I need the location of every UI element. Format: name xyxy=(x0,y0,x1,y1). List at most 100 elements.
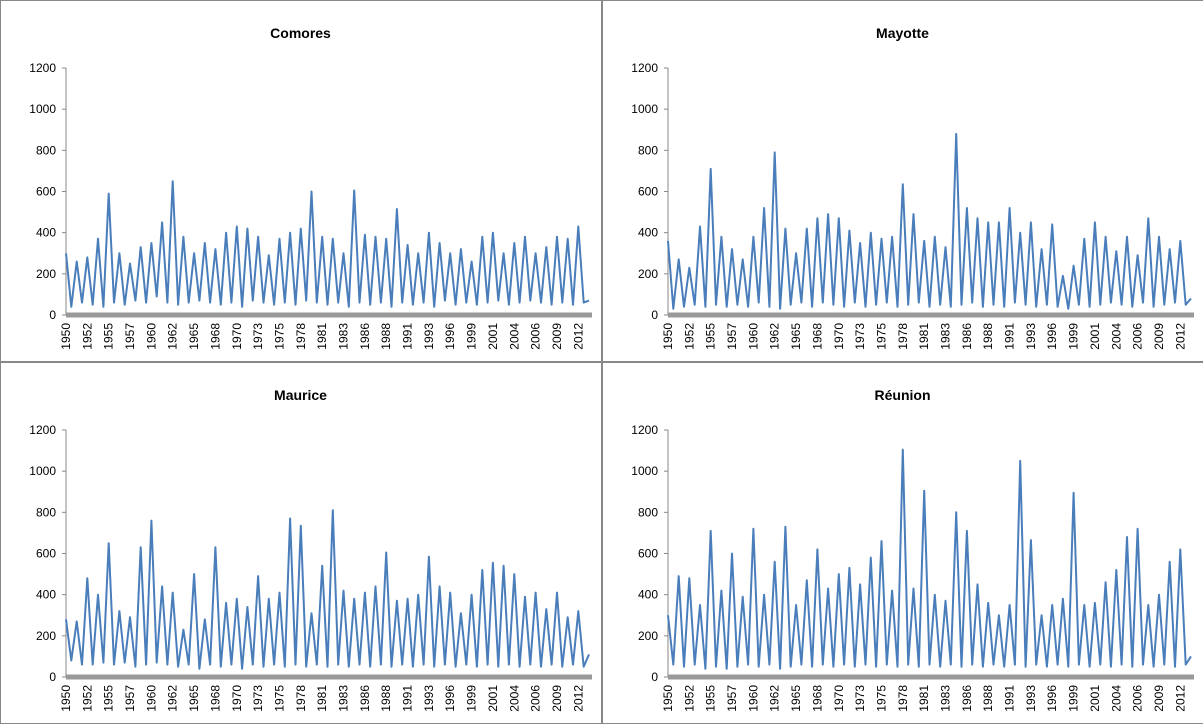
x-tick-label: 1986 xyxy=(960,685,974,712)
y-tick-label: 200 xyxy=(36,629,56,643)
x-tick-label: 1991 xyxy=(401,685,415,712)
x-tick-label: 1970 xyxy=(230,685,244,712)
chart-title: Maurice xyxy=(274,387,327,403)
x-tick-label: 1952 xyxy=(682,685,696,712)
y-tick-label: 600 xyxy=(638,547,658,561)
y-tick-label: 1000 xyxy=(29,102,56,116)
x-tick-label: 1957 xyxy=(725,685,739,712)
x-tick-label: 1975 xyxy=(874,685,888,712)
data-line xyxy=(667,132,1192,310)
x-tick-label: 1988 xyxy=(379,323,393,350)
y-tick-label: 200 xyxy=(638,629,658,643)
x-tick-label: 2012 xyxy=(571,323,585,350)
x-tick-label: 1965 xyxy=(187,685,201,712)
x-tick-label: 2006 xyxy=(1131,685,1145,712)
x-tick-label: 1991 xyxy=(401,323,415,350)
y-tick-label: 1200 xyxy=(29,423,56,437)
x-tick-label: 1970 xyxy=(832,323,846,350)
x-tick-label: 1950 xyxy=(59,685,73,712)
y-tick-label: 400 xyxy=(638,588,658,602)
x-tick-label: 1986 xyxy=(358,323,372,350)
x-tick-label: 1952 xyxy=(682,323,696,350)
x-tick-label: 1986 xyxy=(358,685,372,712)
x-tick-label: 1970 xyxy=(832,685,846,712)
y-tick-label: 200 xyxy=(638,267,658,281)
y-tick-label: 600 xyxy=(36,547,56,561)
chart-panel: Maurice 0 200 400 600 800 1000 1200 1950 1952 1955… xyxy=(0,362,602,724)
y-tick-label: 400 xyxy=(36,226,56,240)
y-tick-label: 0 xyxy=(49,670,56,684)
x-tick-label: 1955 xyxy=(704,685,718,712)
x-tick-label: 1975 xyxy=(874,323,888,350)
x-tick-label: 1999 xyxy=(1067,323,1081,350)
x-tick-label: 1983 xyxy=(337,685,351,712)
x-tick-label: 1950 xyxy=(59,323,73,350)
x-tick-label: 1973 xyxy=(853,685,867,712)
data-line xyxy=(65,180,590,308)
y-tick-label: 0 xyxy=(651,670,658,684)
x-tick-label: 2001 xyxy=(486,323,500,350)
y-tick-label: 1200 xyxy=(631,423,658,437)
x-tick-label: 1962 xyxy=(166,685,180,712)
x-tick-label: 2012 xyxy=(1173,323,1187,350)
x-tick-label: 1981 xyxy=(315,685,329,712)
y-tick-label: 0 xyxy=(49,308,56,322)
y-tick-label: 1200 xyxy=(631,61,658,75)
x-tick-label: 1981 xyxy=(917,323,931,350)
panel-border xyxy=(602,362,1203,724)
y-tick-label: 0 xyxy=(651,308,658,322)
y-tick-label: 800 xyxy=(638,505,658,519)
x-tick-label: 2012 xyxy=(571,685,585,712)
x-tick-label: 2009 xyxy=(550,685,564,712)
y-tick-label: 800 xyxy=(36,143,56,157)
x-tick-label: 2001 xyxy=(1088,323,1102,350)
x-tick-label: 1965 xyxy=(789,685,803,712)
x-tick-label: 2004 xyxy=(507,323,521,350)
x-tick-label: 1999 xyxy=(465,685,479,712)
x-tick-label: 2009 xyxy=(1152,323,1166,350)
x-tick-label: 1955 xyxy=(102,685,116,712)
y-tick-label: 400 xyxy=(36,588,56,602)
x-tick-label: 1988 xyxy=(379,685,393,712)
x-tick-label: 1993 xyxy=(422,323,436,350)
x-tick-label: 1983 xyxy=(939,323,953,350)
x-tick-label: 1993 xyxy=(422,685,436,712)
x-tick-label: 1973 xyxy=(251,685,265,712)
x-tick-label: 1996 xyxy=(443,323,457,350)
x-tick-label: 1973 xyxy=(251,323,265,350)
x-tick-label: 1955 xyxy=(704,323,718,350)
data-line xyxy=(65,509,590,670)
x-tick-label: 1957 xyxy=(123,323,137,350)
y-tick-label: 1200 xyxy=(29,61,56,75)
chart-title: Réunion xyxy=(875,387,931,403)
y-tick-label: 800 xyxy=(36,505,56,519)
x-tick-label: 1996 xyxy=(1045,323,1059,350)
x-tick-label: 2001 xyxy=(1088,685,1102,712)
x-tick-label: 1978 xyxy=(294,685,308,712)
x-tick-label: 1996 xyxy=(1045,685,1059,712)
x-tick-label: 2001 xyxy=(486,685,500,712)
x-tick-label: 1991 xyxy=(1003,685,1017,712)
x-tick-label: 2009 xyxy=(550,323,564,350)
x-tick-label: 1988 xyxy=(981,323,995,350)
x-tick-label: 2004 xyxy=(1109,685,1123,712)
x-tick-label: 1988 xyxy=(981,685,995,712)
x-tick-label: 1955 xyxy=(102,323,116,350)
x-tick-label: 2006 xyxy=(529,323,543,350)
x-tick-label: 1999 xyxy=(465,323,479,350)
x-tick-label: 1968 xyxy=(810,323,824,350)
x-tick-label: 1960 xyxy=(746,685,760,712)
x-tick-label: 1983 xyxy=(337,323,351,350)
x-tick-label: 1978 xyxy=(896,685,910,712)
panel-border xyxy=(0,0,602,362)
x-tick-label: 1960 xyxy=(144,323,158,350)
x-tick-label: 2006 xyxy=(529,685,543,712)
x-tick-label: 1981 xyxy=(917,685,931,712)
chart-title: Mayotte xyxy=(876,25,929,41)
x-tick-label: 1991 xyxy=(1003,323,1017,350)
x-tick-label: 1975 xyxy=(272,323,286,350)
x-tick-label: 2009 xyxy=(1152,685,1166,712)
x-tick-label: 1960 xyxy=(144,685,158,712)
